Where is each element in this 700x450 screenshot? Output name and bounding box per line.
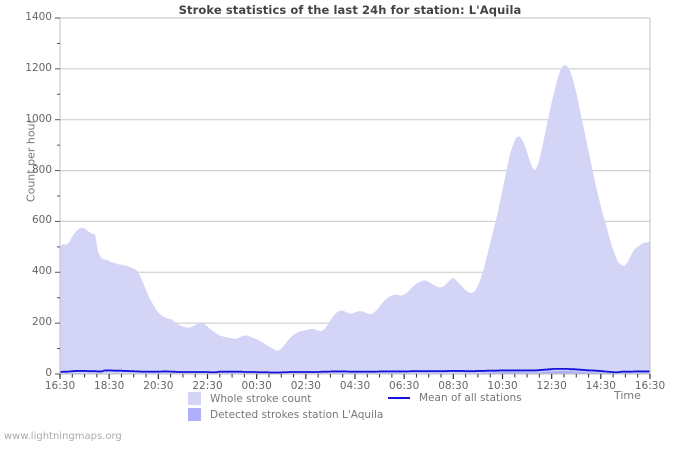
series-area (60, 370, 650, 374)
legend-entry[interactable]: Whole stroke count (188, 392, 311, 405)
legend-label: Detected strokes station L'Aquila (210, 408, 384, 421)
x-axis-title: Time (614, 389, 641, 402)
footer-attribution: www.lightningmaps.org (4, 431, 122, 442)
y-tick-label: 1000 (25, 112, 52, 125)
y-tick-label: 1200 (25, 61, 52, 74)
legend-entry[interactable]: Mean of all stations (388, 392, 522, 404)
y-tick-label: 200 (31, 316, 52, 329)
x-tick-label: 16:30 (44, 380, 76, 392)
chart-title: Stroke statistics of the last 24h for st… (178, 3, 522, 17)
x-tick-label: 06:30 (389, 380, 420, 392)
x-tick-label: 04:30 (339, 380, 371, 392)
x-tick-label: 16:30 (634, 380, 666, 392)
y-tick-label: 400 (31, 265, 52, 278)
chart-legend: Whole stroke count Mean of all stations De… (0, 392, 700, 424)
y-tick-label: 1400 (25, 11, 52, 23)
y-tick-label: 600 (31, 214, 52, 227)
legend-label: Whole stroke count (210, 392, 312, 405)
legend-label: Mean of all stations (419, 392, 522, 404)
x-tick-label: 00:30 (241, 380, 272, 392)
series-line-mean (59, 368, 650, 374)
legend-swatch (188, 392, 201, 405)
y-tick-label: 0 (45, 367, 52, 379)
legend-entry[interactable]: Detected strokes station L'Aquila (188, 408, 383, 421)
x-tick-label: 10:30 (487, 380, 518, 392)
y-tick-label: 800 (31, 163, 52, 176)
legend-line-marker (388, 397, 410, 399)
x-tick-label: 02:30 (290, 380, 321, 392)
x-tick-label: 12:30 (536, 380, 567, 392)
series-area (60, 65, 650, 374)
x-tick-label: 20:30 (143, 380, 174, 392)
x-tick-label: 22:30 (192, 380, 223, 392)
x-tick-label: 14:30 (585, 380, 616, 392)
legend-swatch (188, 408, 201, 421)
x-tick-label: 08:30 (438, 380, 469, 392)
x-tick-label: 18:30 (94, 380, 125, 392)
